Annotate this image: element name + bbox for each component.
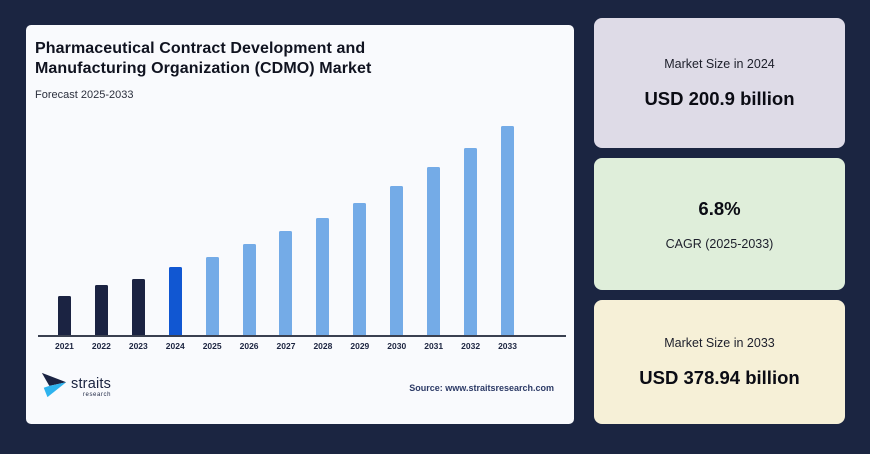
bar-column-2022: [83, 126, 120, 335]
axis-label-2031: 2031: [424, 341, 444, 351]
stat-label-cagr: CAGR (2025-2033): [665, 236, 774, 251]
axis-label-2024: 2024: [165, 341, 185, 351]
stat-panel-market-size-2033: Market Size in 2033 USD 378.94 billion: [594, 300, 845, 424]
axis-label-2021: 2021: [55, 341, 74, 351]
bar-column-2025: [194, 126, 231, 335]
bar-2025: [205, 257, 219, 335]
straits-research-logo: straits research: [40, 371, 111, 404]
bar-2028: [316, 217, 330, 335]
stat-label-2024: Market Size in 2024: [664, 56, 775, 71]
logo-text: straits research: [71, 377, 111, 399]
page-title-line1: Pharmaceutical Contract Development and: [35, 40, 366, 57]
infographic-card: Pharmaceutical Contract Development and …: [26, 25, 574, 424]
logo-brand-name: straits: [71, 375, 112, 392]
axis-label-2032: 2032: [461, 341, 481, 351]
axis-label-2030: 2030: [387, 341, 407, 351]
page-title-line2: Manufacturing Organization (CDMO) Market: [35, 60, 372, 77]
bar-chart-plot: [38, 126, 566, 337]
bar-column-2026: [231, 126, 268, 335]
bar-column-2029: [341, 126, 378, 335]
bar-2021: [57, 295, 71, 335]
stat-value-2033: USD 378.94 billion: [639, 366, 800, 388]
bar-column-2031: [415, 126, 452, 335]
chart-labels: 2021 2022 2023 2024 2025 2026 2027 2028 2029 2030…: [38, 341, 566, 351]
bar-column-2027: [268, 126, 305, 335]
stat-panel-cagr: 6.8% CAGR (2025-2033): [594, 158, 845, 290]
axis-label-2028: 2028: [313, 341, 333, 351]
source-attribution: Source: www.straitsresearch.com: [409, 382, 554, 393]
bar-2023: [131, 279, 145, 335]
axis-label-2033: 2033: [498, 341, 517, 351]
page-title: Pharmaceutical Contract Development and …: [35, 39, 574, 79]
logo-brand-subtitle: research: [82, 392, 112, 399]
axis-label-2022: 2022: [91, 341, 111, 351]
bar-column-2024: [157, 126, 194, 335]
bar-column-2032: [452, 126, 489, 335]
chart-bars: [38, 126, 566, 335]
bar-2024: [168, 267, 182, 335]
bar-2022: [94, 285, 108, 335]
right-stats-column: Market Size in 2024 USD 200.9 billion 6.…: [594, 18, 845, 424]
axis-label-2026: 2026: [239, 341, 259, 351]
bar-2027: [279, 230, 293, 335]
bar-column-2021: [46, 126, 83, 335]
stat-value-2024: USD 200.9 billion: [644, 87, 795, 109]
axis-label-2029: 2029: [350, 341, 370, 351]
bar-2029: [353, 202, 367, 335]
bar-2026: [242, 244, 256, 335]
straits-arrow-icon: [40, 371, 68, 404]
axis-label-2023: 2023: [128, 341, 148, 351]
stat-value-cagr: 6.8%: [698, 197, 741, 219]
forecast-subtitle: Forecast 2025-2033: [35, 89, 134, 101]
bar-column-2028: [304, 126, 341, 335]
bar-2032: [464, 147, 478, 335]
stat-label-2033: Market Size in 2033: [664, 335, 775, 350]
bar-2033: [501, 126, 515, 335]
bar-2031: [427, 166, 441, 335]
axis-label-2027: 2027: [276, 341, 296, 351]
bar-column-2030: [378, 126, 415, 335]
bar-column-2033: [489, 126, 526, 335]
card-footer: straits research Source: www.straitsrese…: [40, 371, 554, 404]
bar-2030: [390, 185, 404, 335]
axis-label-2025: 2025: [202, 341, 222, 351]
bar-column-2023: [120, 126, 157, 335]
stat-panel-market-size-2024: Market Size in 2024 USD 200.9 billion: [594, 18, 845, 148]
